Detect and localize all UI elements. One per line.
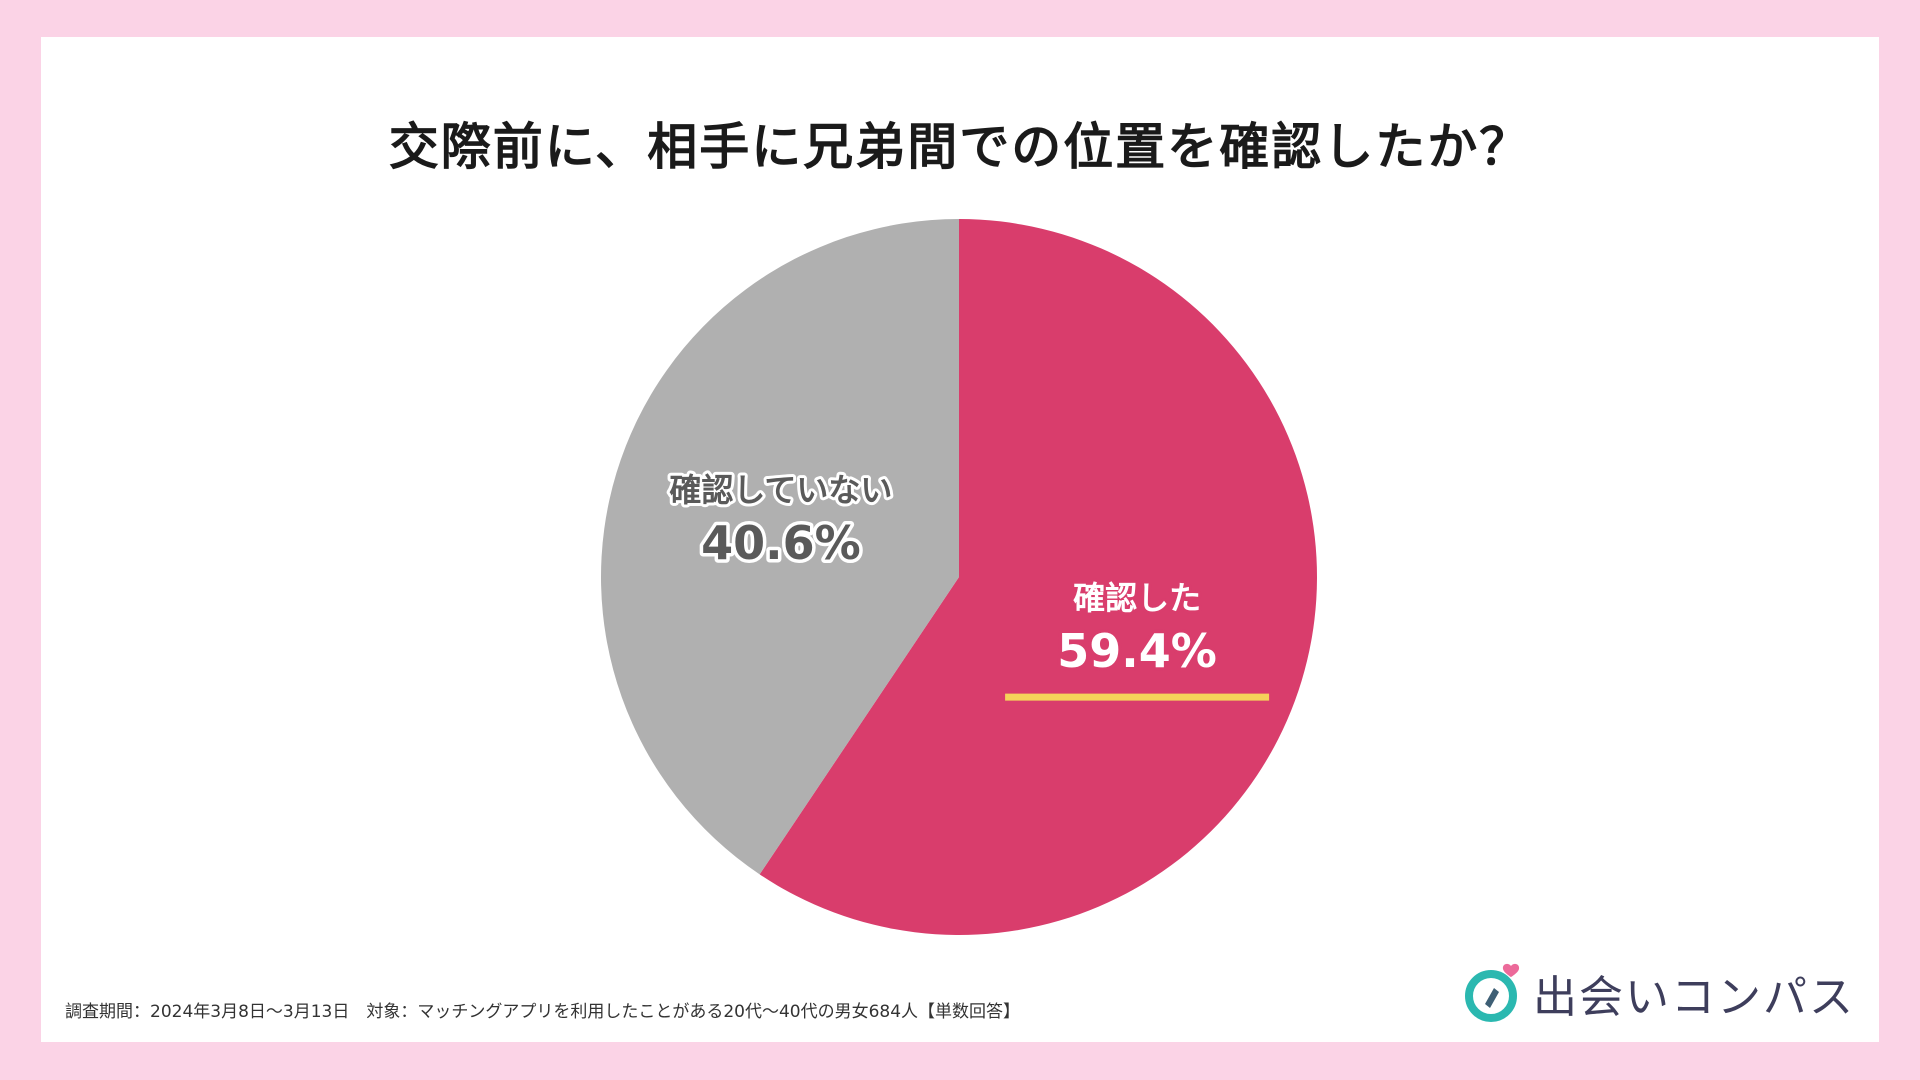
chart-title: 交際前に、相手に兄弟間での位置を確認したか？ bbox=[388, 118, 1532, 176]
chart-card: 交際前に、相手に兄弟間での位置を確認したか？ 確認した 59.4% 確認していない 4… bbox=[41, 37, 1879, 1042]
slice-label-0: 確認した bbox=[1073, 579, 1201, 617]
slice-label-1: 確認していない bbox=[669, 471, 892, 509]
brand-name: 出会いコンパス bbox=[1533, 972, 1855, 1023]
slice-value-1: 40.6% bbox=[701, 516, 861, 570]
compass-heart-icon bbox=[1465, 963, 1520, 1022]
brand-logo-group: 出会いコンパス bbox=[1461, 960, 1855, 1026]
pie-chart: 確認した 59.4% 確認していない 40.6% bbox=[601, 219, 1318, 935]
slice-value-0: 59.4% bbox=[1057, 624, 1217, 678]
pie-slice-1 bbox=[601, 219, 959, 875]
pie-slice-0 bbox=[759, 219, 1318, 935]
survey-footnote: 調査期間：2024年3月8日〜3月13日 対象：マッチングアプリを利用したことが… bbox=[65, 1002, 1021, 1022]
